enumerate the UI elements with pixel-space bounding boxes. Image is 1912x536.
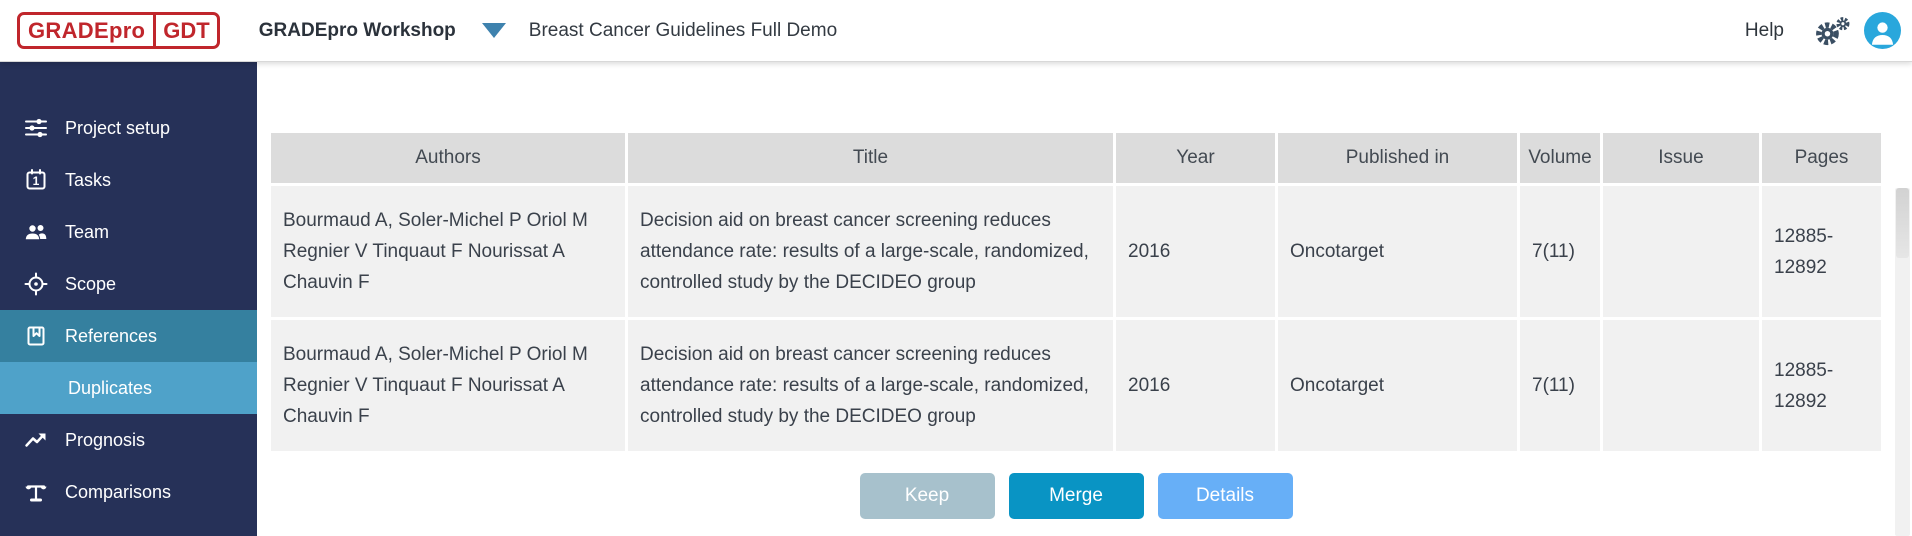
book-bookmark-icon [27,326,45,346]
sidebar-item-prognosis[interactable]: Prognosis [0,414,257,466]
column-header-authors: Authors [271,133,625,183]
cell-issue [1603,186,1759,317]
sidebar-item-project-setup[interactable]: Project setup [0,102,257,154]
sidebar-item-label: Project setup [65,117,171,138]
sidebar-item-label: Comparisons [65,481,172,502]
sidebar-item-scope[interactable]: Scope [0,258,257,310]
duplicates-content-area: Authors Title Year Published in Volume I… [257,62,1912,536]
user-avatar[interactable] [1864,12,1901,49]
sidebar-item-duplicates[interactable]: Duplicates [0,362,257,414]
keep-button[interactable]: Keep [859,473,995,519]
team-icon [24,224,47,241]
scope-target-icon [24,272,48,296]
sidebar-nav: Project setup 1 Tasks Team [0,62,257,536]
merge-button[interactable]: Merge [1008,473,1144,519]
column-header-title: Title [628,133,1113,183]
cell-pages: 12885-12892 [1762,320,1881,451]
svg-text:1: 1 [33,174,40,188]
cell-issue [1603,320,1759,451]
gradepro-gdt-logo[interactable]: GRADEpro GDT [17,12,220,49]
top-header-bar: GRADEpro GDT GRADEpro Workshop Breast Ca… [0,0,1912,62]
cell-volume: 7(11) [1520,186,1600,317]
scrollbar-thumb[interactable] [1896,188,1909,258]
cell-published-in: Oncotarget [1278,320,1517,451]
sidebar-item-label: Tasks [65,169,112,190]
cell-year: 2016 [1116,186,1275,317]
cell-pages: 12885-12892 [1762,186,1881,317]
table-row[interactable]: Bourmaud A, Soler-Michel P Oriol M Regni… [271,320,1881,451]
cell-title: Decision aid on breast cancer screening … [628,320,1113,451]
cell-authors: Bourmaud A, Soler-Michel P Oriol M Regni… [271,186,625,317]
column-header-year: Year [1116,133,1275,183]
sidebar-item-tasks[interactable]: 1 Tasks [0,154,257,206]
sidebar-item-label: Duplicates [68,377,153,398]
sidebar-item-label: Scope [65,273,117,294]
column-header-volume: Volume [1520,133,1600,183]
duplicate-actions-bar: Keep Merge Details [268,473,1884,519]
cell-authors: Bourmaud A, Soler-Michel P Oriol M Regni… [271,320,625,451]
chevron-down-icon[interactable] [481,23,506,38]
sidebar-item-label: Team [65,221,110,242]
cell-volume: 7(11) [1520,320,1600,451]
sidebar-item-label: Prognosis [65,429,146,450]
cell-year: 2016 [1116,320,1275,451]
details-button[interactable]: Details [1157,473,1293,519]
table-header-row: Authors Title Year Published in Volume I… [271,133,1881,183]
project-title: Breast Cancer Guidelines Full Demo [528,19,838,41]
sidebar-item-references[interactable]: References [0,310,257,362]
cell-published-in: Oncotarget [1278,186,1517,317]
vertical-scrollbar[interactable] [1895,188,1910,536]
sidebar-item-team[interactable]: Team [0,206,257,258]
column-header-published-in: Published in [1278,133,1517,183]
sliders-icon [25,118,47,138]
column-header-pages: Pages [1762,133,1881,183]
sidebar-item-comparisons[interactable]: Comparisons [0,466,257,518]
sidebar-item-label: References [65,325,158,346]
trend-up-icon [25,433,46,447]
help-link[interactable]: Help [1744,19,1784,41]
column-header-issue: Issue [1603,133,1759,183]
settings-gear-icon[interactable] [1812,13,1852,49]
cell-title: Decision aid on breast cancer screening … [628,186,1113,317]
logo-text-gradepro: GRADEpro [28,17,146,43]
logo-text-gdt: GDT [153,15,216,46]
calendar-icon: 1 [26,169,46,190]
scales-icon [25,485,47,502]
table-row[interactable]: Bourmaud A, Soler-Michel P Oriol M Regni… [271,186,1881,317]
person-icon [1871,22,1894,45]
workspace-name[interactable]: GRADEpro Workshop [258,19,456,41]
duplicates-table: Authors Title Year Published in Volume I… [268,130,1884,454]
header-actions: Help [1745,12,1901,49]
